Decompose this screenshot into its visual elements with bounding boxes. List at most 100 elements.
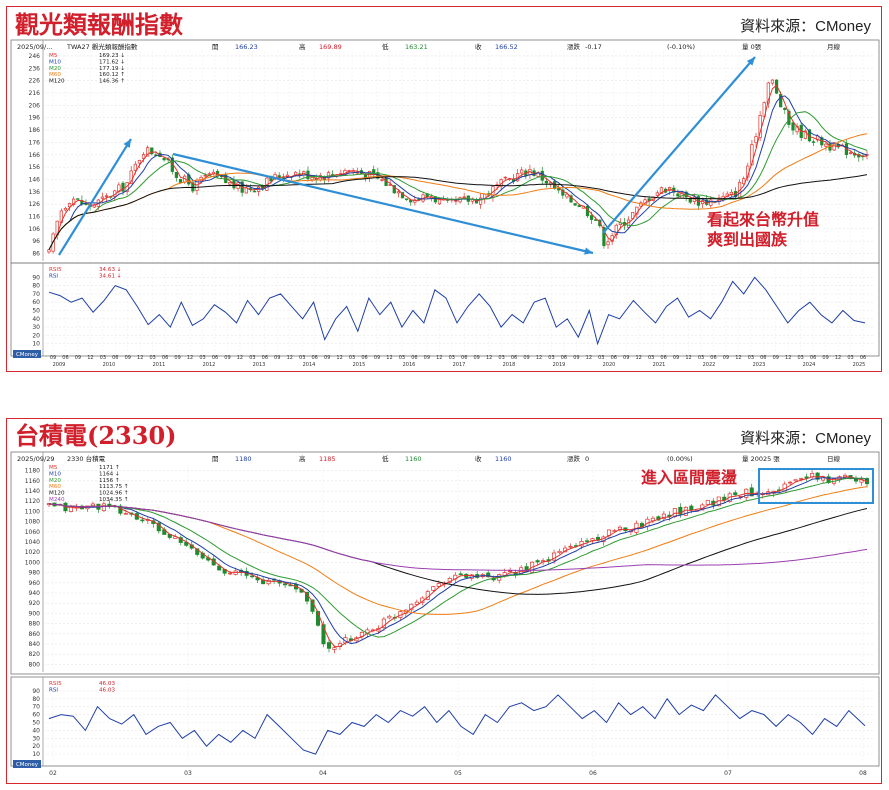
price-tick-label: 980	[29, 570, 41, 577]
candle	[520, 169, 524, 174]
price-tick-label: 86	[32, 251, 40, 258]
candle	[191, 182, 195, 192]
price-tick-label: 840	[29, 641, 41, 648]
candle	[508, 570, 513, 572]
ma-legend-value: 1113.75 ↑	[99, 483, 129, 490]
candle	[101, 503, 106, 512]
candle	[544, 180, 548, 184]
candle	[569, 195, 573, 203]
ma-legend-value: 146.36 ↑	[99, 78, 125, 85]
x-tick-label: 09	[125, 355, 131, 361]
x-year-label: 2023	[753, 362, 766, 368]
candle	[104, 195, 109, 198]
x-tick-label: 12	[287, 355, 293, 361]
x-tick-label: 02	[49, 770, 57, 777]
header-field: TWA27 觀光類報酬指數	[66, 42, 138, 51]
price-tick-label: 900	[29, 610, 41, 617]
candle	[63, 207, 68, 211]
candle	[617, 526, 622, 531]
annotation-text: 爽到出國族	[707, 230, 788, 249]
price-tick-label: 1020	[25, 549, 40, 556]
tourism-chart-svg: 2025/09/... TWA27 觀光類報酬指數 開 166.23 高 169.89 低 1…	[10, 39, 880, 368]
rsi-legend-value: 46.03	[99, 687, 115, 693]
ma-legend-value: 1171 ↑	[99, 464, 120, 471]
x-tick-label: 09	[224, 355, 230, 361]
ma-legend-name: M60	[49, 72, 61, 78]
x-year-label: 2009	[53, 362, 66, 368]
x-year-label: 2019	[553, 362, 566, 368]
ma-line-m60	[48, 133, 868, 250]
data-source: 資料來源：CMoney	[740, 430, 871, 447]
x-tick-label: 12	[586, 355, 592, 361]
candle	[413, 199, 417, 203]
header-field: (0.00%)	[667, 455, 693, 463]
x-tick-label: 03	[150, 355, 156, 361]
candle	[478, 197, 483, 205]
candle	[729, 191, 733, 196]
candle	[577, 205, 581, 208]
rsi-tick-label: 20	[32, 743, 40, 750]
candle	[47, 249, 51, 253]
x-year-label: 2022	[703, 362, 716, 368]
header-field: 高	[299, 42, 306, 51]
candle	[742, 178, 746, 185]
ma-line-m20	[48, 111, 868, 250]
candle	[676, 193, 680, 197]
rsi-tick-label: 30	[32, 324, 40, 331]
rsi-tick-label: 80	[32, 696, 40, 703]
header-field: 漲跌	[567, 454, 581, 463]
x-tick-label: 12	[336, 355, 342, 361]
candle	[195, 548, 200, 555]
candle	[67, 203, 72, 208]
rsi-legend-name: RSI5	[49, 267, 62, 273]
header-field: 2330 台積電	[67, 454, 106, 463]
candle	[766, 82, 770, 104]
x-tick-label: 12	[486, 355, 492, 361]
rsi-tick-label: 80	[32, 283, 40, 290]
candle	[396, 191, 401, 194]
rsi-tick-label: 90	[32, 274, 40, 281]
x-tick-label: 08	[859, 770, 867, 777]
x-tick-label: 12	[835, 355, 841, 361]
rsi-frame	[10, 262, 880, 357]
rsi-tick-label: 60	[32, 712, 40, 719]
price-tick-label: 940	[29, 590, 41, 597]
candle	[392, 185, 396, 194]
header-field: 開	[212, 43, 219, 51]
candle	[454, 200, 458, 202]
price-tick-label: 1040	[25, 539, 40, 546]
header-field: 量 20025 張	[742, 455, 780, 463]
ma-legend-name: M10	[49, 59, 61, 65]
price-tick-label: 1140	[25, 488, 40, 495]
x-tick-label: 09	[324, 355, 330, 361]
candle	[661, 513, 666, 519]
x-tick-label: 12	[137, 355, 143, 361]
ma-legend-value: 160.12 ↑	[99, 71, 125, 78]
candle	[178, 179, 183, 183]
trend-arrow-up-1-head	[123, 139, 131, 148]
rsi-legend-name: RSI	[49, 273, 58, 279]
candle	[409, 603, 414, 611]
x-year-label: 2021	[653, 362, 666, 368]
candle	[321, 624, 326, 645]
header-field: 2025/09/...	[17, 43, 52, 51]
x-tick-label: 06	[760, 355, 766, 361]
x-tick-label: 12	[685, 355, 691, 361]
candle	[315, 611, 321, 626]
candle	[387, 615, 392, 619]
candle	[811, 141, 816, 143]
price-tick-label: 206	[29, 102, 41, 109]
x-tick-label: 03	[598, 355, 604, 361]
x-tick-label: 09	[75, 355, 81, 361]
candle	[770, 79, 775, 84]
candle	[568, 546, 573, 548]
header-field: 0	[585, 455, 589, 463]
price-tick-label: 96	[32, 238, 40, 245]
rsi-line	[48, 694, 866, 755]
ma-legend-value: 1024.96 ↑	[99, 490, 129, 497]
annotation-text: 看起來台幣升值	[706, 210, 819, 229]
header-field: 低	[382, 42, 389, 51]
x-tick-label: 03	[299, 355, 305, 361]
x-year-label: 2016	[403, 362, 416, 368]
x-tick-label: 06	[589, 770, 597, 777]
